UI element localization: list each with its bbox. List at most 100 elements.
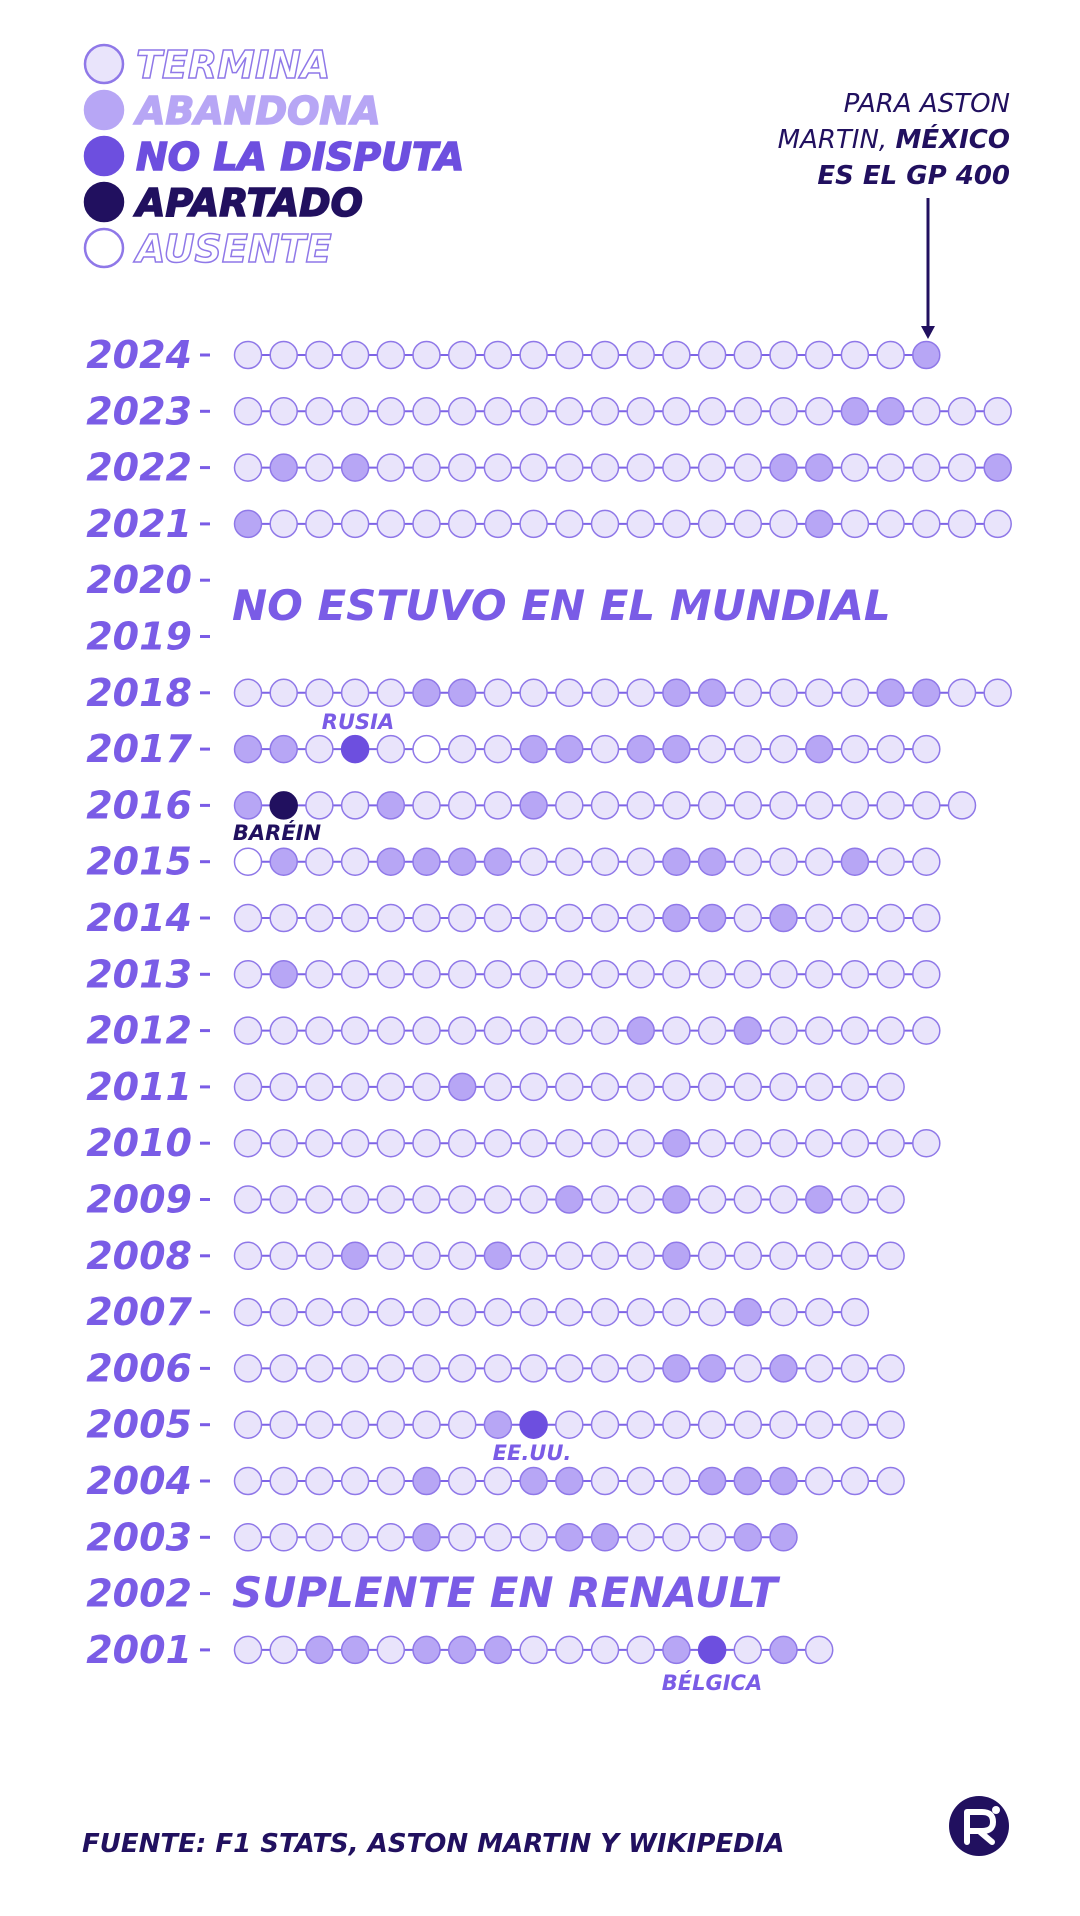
race-dot-2021-4-termina <box>340 509 370 539</box>
race-dot-2005-7-termina <box>447 1410 477 1439</box>
race-dot-2005-15-termina <box>733 1410 763 1439</box>
year-row-2005: 2005 <box>86 1403 905 1447</box>
race-dot-2018-14-abandona <box>697 678 727 708</box>
race-dot-2018-2-termina <box>269 678 298 708</box>
race-dot-2015-13-abandona <box>662 847 691 876</box>
race-dot-2023-5-termina <box>376 397 406 426</box>
race-dot-2004-12-termina <box>626 1466 655 1496</box>
race-dot-2018-19-abandona <box>876 678 905 708</box>
race-dot-2010-1-termina <box>233 1128 263 1158</box>
race-dot-2011-5-termina <box>376 1072 406 1102</box>
race-dot-2001-6-abandona <box>412 1635 441 1665</box>
race-dot-2017-19-termina <box>876 734 905 764</box>
race-dot-2009-13-abandona <box>662 1185 691 1214</box>
race-dot-2005-14-termina <box>697 1410 727 1439</box>
race-dot-2012-19-termina <box>876 1016 905 1045</box>
race-dot-2008-19-termina <box>876 1241 905 1271</box>
race-dot-2008-9-termina <box>519 1241 548 1271</box>
race-dot-2009-5-termina <box>376 1185 406 1214</box>
race-dot-2014-4-termina <box>340 903 370 933</box>
race-dot-2024-4-termina <box>340 340 370 370</box>
race-dot-2009-18-termina <box>840 1185 870 1214</box>
race-dot-2018-4-termina <box>340 678 370 708</box>
race-dot-2012-16-termina <box>769 1016 798 1045</box>
race-dot-2022-17-abandona <box>804 453 834 482</box>
year-label-2010: 2010 <box>86 1121 192 1165</box>
race-dot-2007-6-termina <box>412 1297 441 1327</box>
race-dot-2010-13-abandona <box>662 1128 691 1158</box>
year-label-2004: 2004 <box>86 1459 192 1503</box>
race-dot-2014-1-termina <box>233 903 263 933</box>
race-dot-2006-16-abandona <box>769 1354 798 1383</box>
year-label-2021: 2021 <box>86 502 192 546</box>
race-dot-2003-15-abandona <box>733 1523 763 1552</box>
legend-dot-no-la-disputa <box>83 135 125 177</box>
race-dot-2010-3-termina <box>305 1128 334 1158</box>
race-dot-2001-1-termina <box>233 1635 263 1665</box>
notes: NO ESTUVO EN EL MUNDIAL SUPLENTE EN RENA… <box>232 581 891 1617</box>
race-dot-2011-6-termina <box>412 1072 441 1102</box>
race-dot-2017-2-abandona <box>269 734 298 764</box>
publisher-logo <box>949 1796 1009 1856</box>
race-dot-2009-1-termina <box>233 1185 263 1214</box>
race-dot-2023-15-termina <box>733 397 763 426</box>
race-dot-2010-16-termina <box>769 1128 798 1158</box>
race-dot-2015-15-termina <box>733 847 763 876</box>
race-dot-2010-2-termina <box>269 1128 298 1158</box>
race-dot-2005-11-termina <box>590 1410 620 1439</box>
race-dot-2017-4-no-la-disputa <box>340 734 370 764</box>
race-dot-2007-12-termina <box>626 1297 655 1327</box>
race-dot-2022-10-termina <box>555 453 584 482</box>
race-dot-2011-13-termina <box>662 1072 691 1102</box>
race-dot-2001-17-termina <box>804 1635 834 1665</box>
race-dot-2005-3-termina <box>305 1410 334 1439</box>
race-dot-2023-17-termina <box>804 397 834 426</box>
race-dot-2006-6-termina <box>412 1354 441 1383</box>
race-dot-2024-16-termina <box>769 340 798 370</box>
race-dot-2007-13-termina <box>662 1297 691 1327</box>
race-dot-2017-10-abandona <box>555 734 584 764</box>
race-dot-2016-13-termina <box>662 791 691 820</box>
race-dot-2014-14-abandona <box>697 903 727 933</box>
race-dot-2007-10-termina <box>555 1297 584 1327</box>
race-dot-2004-5-termina <box>376 1466 406 1496</box>
race-dot-2001-2-termina <box>269 1635 298 1665</box>
race-dot-2021-1-abandona <box>233 509 263 539</box>
race-dot-2024-18-termina <box>840 340 870 370</box>
race-dot-2021-2-termina <box>269 509 298 539</box>
race-dot-2007-1-termina <box>233 1297 263 1327</box>
race-dot-2010-12-termina <box>626 1128 655 1158</box>
year-row-2004: 2004 <box>86 1459 905 1503</box>
race-dot-2016-11-termina <box>590 791 620 820</box>
race-dot-2001-8-abandona <box>483 1635 513 1665</box>
race-dot-2017-8-termina <box>483 734 513 764</box>
race-dot-2003-13-termina <box>662 1523 691 1552</box>
race-dot-2012-20-termina <box>912 1016 941 1045</box>
race-dot-2022-8-termina <box>483 453 513 482</box>
race-dot-2012-11-termina <box>590 1016 620 1045</box>
race-dot-2021-7-termina <box>447 509 477 539</box>
race-dot-2005-2-termina <box>269 1410 298 1439</box>
race-dot-2005-6-termina <box>412 1410 441 1439</box>
race-dot-2018-11-termina <box>590 678 620 708</box>
race-dot-2004-17-termina <box>804 1466 834 1496</box>
race-dot-2022-6-termina <box>412 453 441 482</box>
race-dot-2021-8-termina <box>483 509 513 539</box>
race-dot-2018-8-termina <box>483 678 513 708</box>
race-dot-2016-12-termina <box>626 791 655 820</box>
place-label-barein: BARÉIN <box>233 820 322 845</box>
year-row-2022: 2022 <box>86 446 1012 490</box>
race-dot-2003-7-termina <box>447 1523 477 1552</box>
race-dot-2022-22-abandona <box>983 453 1012 482</box>
race-dot-2014-19-termina <box>876 903 905 933</box>
year-label-2019: 2019 <box>86 615 192 659</box>
race-dot-2023-13-termina <box>662 397 691 426</box>
race-dot-2008-3-termina <box>305 1241 334 1271</box>
race-dot-2006-5-termina <box>376 1354 406 1383</box>
race-dot-2017-16-termina <box>769 734 798 764</box>
race-dot-2022-9-termina <box>519 453 548 482</box>
race-dot-2009-2-termina <box>269 1185 298 1214</box>
race-dot-2021-15-termina <box>733 509 763 539</box>
race-dot-2007-15-abandona <box>733 1297 763 1327</box>
